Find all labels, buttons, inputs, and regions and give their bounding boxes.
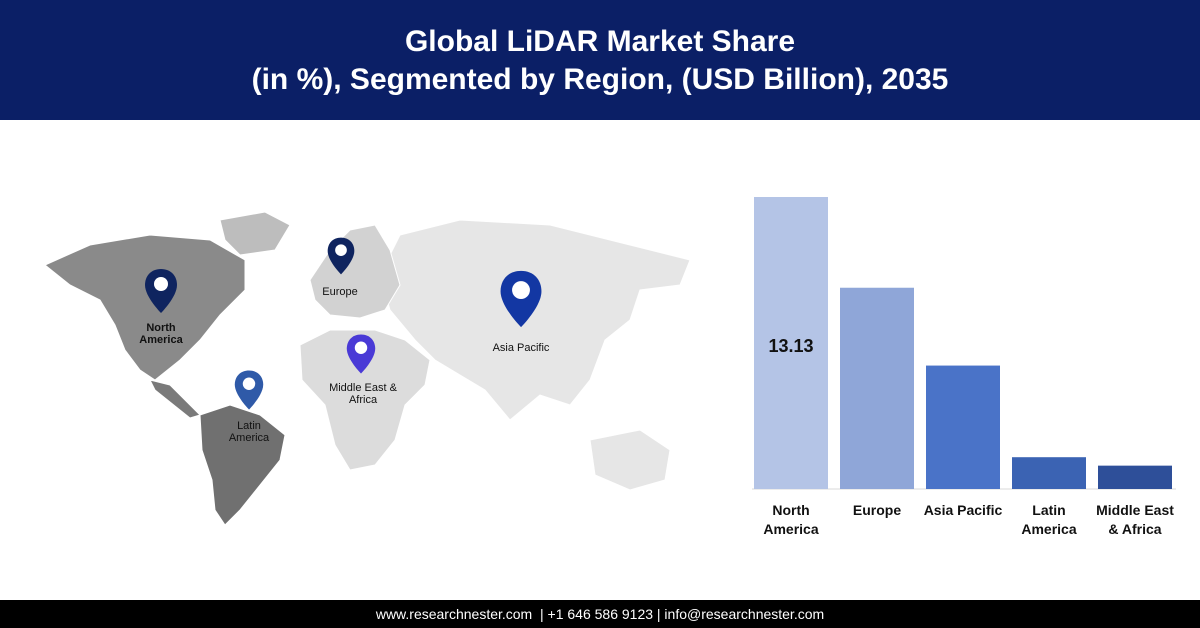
page-title: Global LiDAR Market Share (404, 25, 796, 58)
north-america-pin-icon (145, 269, 177, 313)
north-america-landmass (44, 234, 246, 381)
world-map: North America Europe Asia Pacific Middle… (30, 190, 710, 540)
data-label-0: 13.13 (768, 336, 813, 356)
central-america-landmass (149, 379, 201, 419)
bar-4 (1098, 465, 1172, 489)
footer-bar: www.researchnester.com | +1 646 586 9123… (0, 600, 1200, 628)
asia-pacific-pin-label: Asia Pacific (492, 342, 550, 354)
mea-pin-icon (346, 334, 376, 374)
category-label-3: Latin America (1021, 502, 1076, 537)
category-label-2: Asia Pacific (924, 502, 1003, 518)
europe-pin-icon (327, 237, 355, 275)
africa-landmass (299, 329, 431, 471)
bar-2 (926, 365, 1000, 489)
south-america-landmass (199, 404, 286, 526)
australia-landmass (589, 429, 671, 491)
latin-america-pin-icon (234, 370, 264, 410)
europe-pin-label: Europe (322, 286, 358, 298)
asia-landmass (379, 219, 691, 421)
category-label-4: Middle East & Africa (1096, 502, 1174, 537)
greenland-landmass (219, 211, 291, 256)
latin-america-pin-label: Latin America (228, 420, 270, 444)
category-label-1: Europe (853, 502, 901, 518)
bar-0 (754, 197, 828, 489)
page-subtitle: (in %), Segmented by Region, (USD Billio… (251, 63, 949, 96)
bar-3 (1012, 457, 1086, 489)
bar-1 (840, 287, 914, 489)
footer-contact: www.researchnester.com | +1 646 586 9123… (375, 606, 825, 622)
mea-pin-label: Middle East & Africa (329, 382, 397, 406)
asia-pacific-pin-icon (500, 270, 542, 328)
north-america-pin-label: North America (139, 322, 183, 346)
bar-chart-svg: North America 13.13 Europe Asia Pacific Latin… (752, 197, 1176, 537)
category-label-0: North America (763, 502, 818, 537)
world-map-graphic (44, 211, 691, 526)
bar-chart: North America 13.13 Europe Asia Pacific Latin… (740, 180, 1180, 560)
header-banner: Global LiDAR Market Share (in %), Segmen… (0, 0, 1200, 120)
